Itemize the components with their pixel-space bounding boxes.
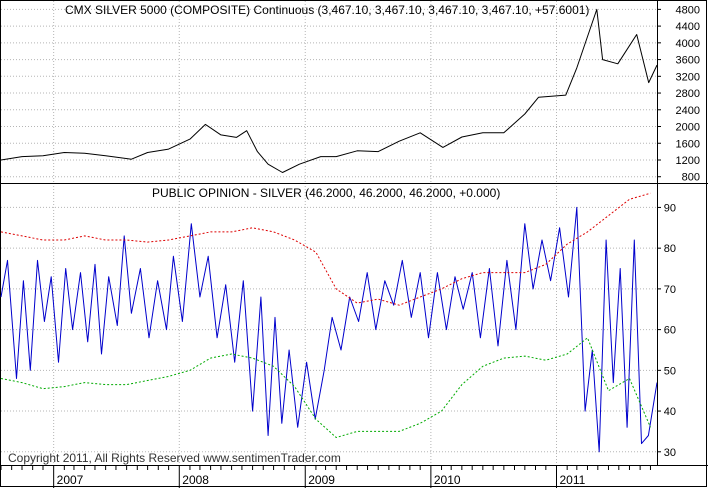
- x-tick-label: 2011: [560, 473, 586, 487]
- y-tick-label: 3200: [676, 71, 700, 83]
- series-line-2-3: [0, 337, 651, 438]
- y-tick-label: 2400: [676, 105, 700, 117]
- y-tick-label: 2800: [676, 88, 700, 100]
- y-tick-label: 50: [664, 365, 676, 377]
- y-tick-label: 40: [664, 406, 676, 418]
- series-line-2-1: [0, 206, 658, 453]
- y-tick-label: 3600: [676, 55, 700, 67]
- y-tick-label: 80: [664, 243, 676, 255]
- series-line-2-2: [0, 192, 651, 306]
- y-tick-label: 800: [682, 172, 700, 184]
- y-tick-label: 1600: [676, 138, 700, 150]
- y-tick-label: 60: [664, 325, 676, 337]
- x-tick-label: 2008: [182, 473, 209, 487]
- y-tick-label: 30: [664, 447, 676, 459]
- x-tick-label: 2009: [308, 473, 335, 487]
- y-tick-label: 4800: [676, 4, 700, 16]
- x-tick-label: 2007: [57, 473, 84, 487]
- y-tick-label: 1200: [676, 155, 700, 167]
- y-tick-label: 4400: [676, 21, 700, 33]
- y-tick-label: 2000: [676, 122, 700, 134]
- x-tick-label: 2010: [434, 473, 461, 487]
- chart-title-2: PUBLIC OPINION - SILVER (46.2000, 46.200…: [152, 186, 500, 200]
- y-tick-label: 90: [664, 202, 676, 214]
- copyright-text: Copyright 2011, All Rights Reserved www.…: [8, 451, 341, 465]
- y-tick-label: 70: [664, 284, 676, 296]
- y-tick-label: 4000: [676, 38, 700, 50]
- chart-title-1: CMX SILVER 5000 (COMPOSITE) Continuous (…: [65, 3, 589, 17]
- series-line-1-1: [0, 8, 658, 173]
